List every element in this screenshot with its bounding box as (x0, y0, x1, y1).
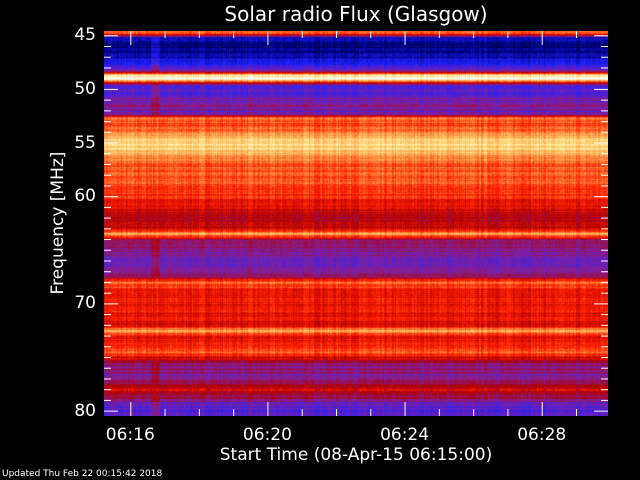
y-tick-label: 60 (74, 186, 96, 207)
x-tick-label: 06:16 (105, 425, 155, 445)
y-tick-label: 55 (74, 132, 96, 153)
y-tick-label: 50 (74, 78, 96, 99)
x-tick-label: 06:28 (517, 425, 567, 445)
y-tick-label: 45 (74, 25, 96, 46)
updated-timestamp: Updated Thu Feb 22 00:15:42 2018 (2, 469, 163, 479)
y-axis-title: Frequency [MHz] (48, 151, 68, 295)
spectrogram-heatmap (104, 31, 608, 416)
y-tick-label: 80 (74, 400, 96, 421)
x-tick-label: 06:24 (380, 425, 430, 445)
y-tick-label: 70 (74, 293, 96, 314)
x-axis-title: Start Time (08-Apr-15 06:15:00) (219, 445, 493, 465)
x-tick-label: 06:20 (242, 425, 292, 445)
chart-title: Solar radio Flux (Glasgow) (224, 2, 488, 26)
